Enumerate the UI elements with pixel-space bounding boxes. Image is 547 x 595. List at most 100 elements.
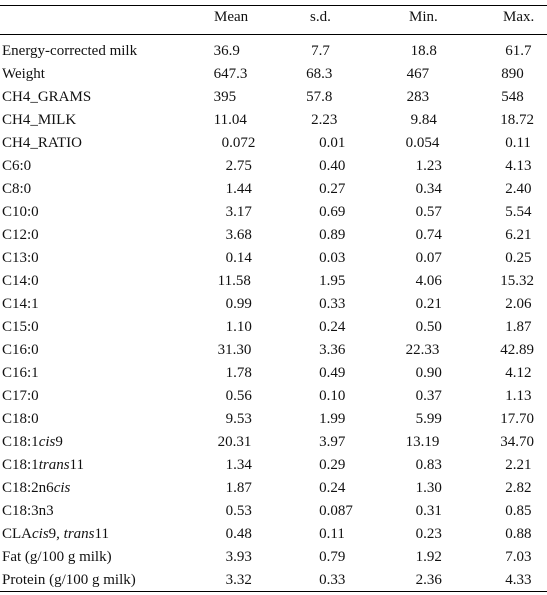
cell-sd: 0.40 [301,155,401,178]
cell-value: 548 [501,89,524,105]
table-row: C8:0 1.44 0.27 0.34 2.40 [0,178,547,201]
row-label-part: C18:1 [2,434,39,450]
row-label: Fat (g/100 g milk) [0,546,202,569]
cell-min: 22.33 [401,339,496,362]
row-label: C15:0 [0,316,202,339]
row-label-part: Fat (g/100 g milk) [2,549,112,565]
cell-value: 3.32 [225,572,252,588]
table-row: C18:3n3 0.53 0.087 0.31 0.85 [0,500,547,523]
cell-value: 31.30 [217,342,252,358]
cell-value: 1.13 [505,388,532,404]
row-label-part: trans [63,526,95,542]
cell-value: 18.72 [500,112,534,128]
cell-value: 17.70 [500,411,534,427]
cell-mean: 9.53 [202,408,302,431]
cell-mean: 0.56 [202,385,302,408]
row-label: CH4_RATIO [0,132,202,155]
cell-value: 1.23 [415,158,442,174]
table-row: CH4_RATIO 0.072 0.01 0.054 0.11 [0,132,547,155]
row-label-part: 9, [48,526,64,542]
cell-max: 42.89 [495,339,547,362]
cell-min: 0.31 [401,500,496,523]
cell-value: 0.11 [505,135,531,151]
table-row: CH4_GRAMS 395 57.8 283 548 [0,86,547,109]
cell-max: 2.21 [495,454,547,477]
cell-mean: 1.78 [202,362,302,385]
row-label: C18:2n6cis [0,477,202,500]
cell-sd: 1.95 [301,270,401,293]
row-label-part: C6:0 [2,158,32,174]
cell-max: 18.72 [495,109,547,132]
cell-value: 0.24 [319,480,346,496]
cell-sd: 0.11 [301,523,401,546]
table-row: C18:2n6cis 1.87 0.24 1.30 2.82 [0,477,547,500]
row-label-part: CH4_MILK [2,112,77,128]
row-label: Weight [0,63,202,86]
cell-value: 20.31 [217,434,252,450]
cell-value: 9.53 [225,411,252,427]
cell-value: 1.78 [225,365,252,381]
cell-mean: 11.04 [202,109,302,132]
cell-min: 0.07 [401,247,496,270]
cell-sd: 0.79 [301,546,401,569]
cell-value: 0.27 [319,181,346,197]
cell-mean: 3.32 [202,569,302,592]
cell-min: 18.8 [401,40,496,63]
row-label: CH4_GRAMS [0,86,202,109]
row-label-part: C16:0 [2,342,39,358]
cell-value: 1.95 [319,273,346,289]
cell-mean: 36.9 [202,40,302,63]
table-body: Energy-corrected milk 36.9 7.7 18.8 61.7 Weig… [0,40,547,592]
cell-value: 1.92 [415,549,442,565]
cell-mean: 0.072 [202,132,302,155]
cell-max: 0.88 [495,523,547,546]
cell-value: 0.48 [225,526,252,542]
cell-sd: 57.8 [301,86,401,109]
row-label: CH4_MILK [0,109,202,132]
cell-value: 3.93 [225,549,252,565]
row-label: C18:0 [0,408,202,431]
table-row: C16:0 31.30 3.36 22.33 42.89 [0,339,547,362]
row-label-part: C17:0 [2,388,39,404]
table-row: C18:1cis9 20.31 3.97 13.19 34.70 [0,431,547,454]
cell-value: 0.69 [319,204,346,220]
table-row: C18:1trans11 1.34 0.29 0.83 2.21 [0,454,547,477]
row-label-part: C8:0 [2,181,32,197]
cell-min: 5.99 [401,408,496,431]
row-label-part: C18:3n3 [2,503,54,519]
cell-value: 4.13 [505,158,532,174]
row-label: C17:0 [0,385,202,408]
row-label-part: 9 [55,434,63,450]
cell-sd: 3.36 [301,339,401,362]
cell-sd: 2.23 [301,109,401,132]
table-row: C12:0 3.68 0.89 0.74 6.21 [0,224,547,247]
table-row: C14:0 11.58 1.95 4.06 15.32 [0,270,547,293]
table-row: C13:0 0.14 0.03 0.07 0.25 [0,247,547,270]
cell-value: 36.9 [213,43,240,59]
cell-mean: 2.75 [202,155,302,178]
row-label: C14:0 [0,270,202,293]
cell-min: 1.30 [401,477,496,500]
cell-value: 22.33 [405,342,440,358]
table-row: Protein (g/100 g milk) 3.32 0.33 2.36 4.33 [0,569,547,592]
cell-max: 1.13 [495,385,547,408]
cell-value: 4.33 [505,572,532,588]
cell-value: 0.11 [319,526,345,542]
cell-sd: 7.7 [301,40,401,63]
row-label-part: CH4_GRAMS [2,89,92,105]
cell-max: 5.54 [495,201,547,224]
row-label-part: C14:0 [2,273,39,289]
cell-value: 11.04 [213,112,247,128]
cell-min: 0.34 [401,178,496,201]
table-row: CLAcis9, trans11 0.48 0.11 0.23 0.88 [0,523,547,546]
cell-value: 6.21 [505,227,532,243]
cell-value: 18.8 [410,43,437,59]
column-header-max: Max. [503,9,535,25]
cell-value: 0.50 [415,319,442,335]
cell-sd: 0.33 [301,569,401,592]
cell-value: 0.53 [225,503,252,519]
row-label-part: C10:0 [2,204,39,220]
cell-min: 0.50 [401,316,496,339]
cell-mean: 31.30 [202,339,302,362]
cell-value: 34.70 [500,434,534,450]
